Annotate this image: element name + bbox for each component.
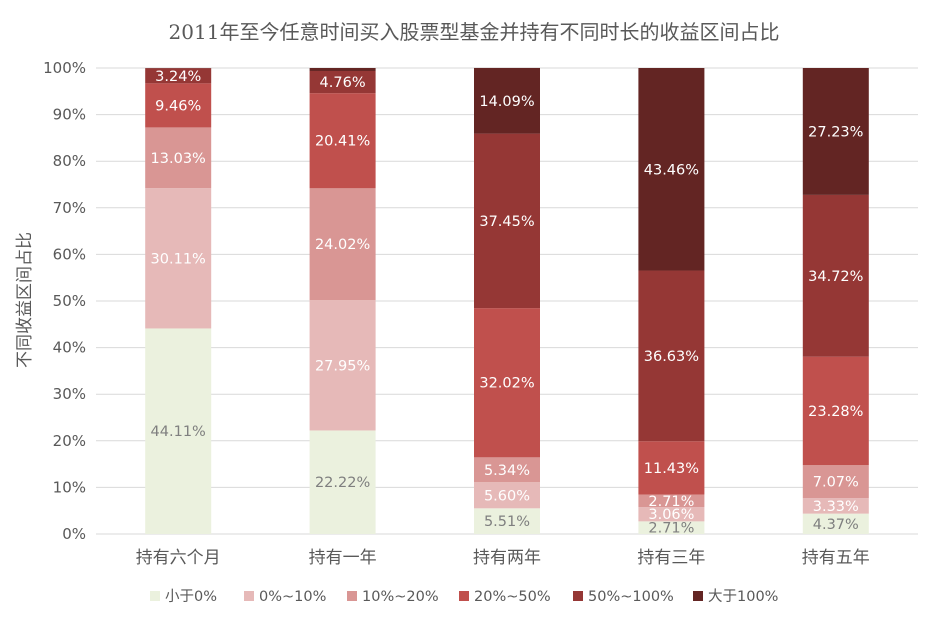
data-label: 34.72%: [808, 269, 863, 285]
data-label: 20.41%: [315, 134, 370, 150]
data-label: 5.60%: [484, 488, 530, 504]
y-axis-label: 不同收益区间占比: [15, 232, 35, 368]
data-label: 5.34%: [484, 463, 530, 479]
x-tick-label: 持有五年: [802, 548, 870, 568]
legend: 小于0% 0%~10% 10%~20% 20%~50% 50%~100% 大于100%: [150, 588, 778, 605]
y-tick-label: 10%: [53, 478, 86, 496]
legend-swatch: [244, 591, 254, 601]
legend-label: 50%~100%: [588, 589, 674, 605]
data-labels: 44.11% 30.11% 13.03% 9.46% 3.24% 22.22% 27.95%…: [151, 69, 864, 537]
bar-segment: [802, 356, 869, 466]
bar-segment: [474, 508, 540, 534]
legend-swatch: [693, 591, 703, 601]
bar-segment: [802, 513, 869, 534]
data-label: 2.71%: [648, 521, 694, 537]
data-label: 43.46%: [644, 162, 699, 178]
data-label: 27.23%: [808, 124, 863, 140]
bar-segment: [309, 68, 376, 71]
y-tick-label: 20%: [53, 432, 86, 450]
x-tick-label: 持有六个月: [136, 548, 221, 568]
y-tick-label: 30%: [53, 385, 86, 403]
bar-segment: [145, 68, 212, 84]
bar-segment: [802, 194, 869, 357]
data-label: 3.24%: [155, 69, 201, 85]
data-label: 3.06%: [648, 507, 694, 523]
legend-swatch: [150, 591, 160, 601]
bar-segment: [145, 127, 212, 189]
chart-title: 2011年至今任意时间买入股票型基金并持有不同时长的收益区间占比: [169, 20, 780, 44]
y-tick-label: 100%: [43, 59, 86, 77]
x-tick-label: 持有三年: [637, 548, 705, 568]
data-label: 32.02%: [479, 376, 534, 392]
data-label: 2.71%: [648, 494, 694, 510]
legend-label: 10%~20%: [362, 589, 439, 605]
legend-label: 20%~50%: [474, 589, 551, 605]
bar-segment: [309, 430, 376, 534]
bar-segment: [474, 457, 540, 483]
legend-swatch: [347, 591, 357, 601]
legend-label: 小于0%: [165, 588, 217, 605]
bars: [145, 67, 869, 534]
bar-segment: [474, 308, 540, 458]
data-label: 23.28%: [808, 404, 863, 420]
x-axis-ticks: 持有六个月 持有一年 持有两年 持有三年 持有五年: [136, 548, 870, 568]
bar-segment: [802, 68, 869, 195]
bar-segment: [638, 494, 705, 508]
bar-segment: [309, 188, 376, 301]
y-axis-ticks: 0% 10% 20% 30% 40% 50% 60% 70% 80% 90% 100%: [43, 59, 86, 543]
data-label: 13.03%: [151, 151, 206, 167]
y-tick-label: 50%: [53, 292, 86, 310]
y-tick-label: 90%: [53, 106, 86, 124]
data-label: 7.07%: [813, 475, 859, 491]
data-label: 24.02%: [315, 237, 370, 253]
data-label: 3.33%: [813, 499, 859, 515]
bar-segment: [309, 93, 376, 189]
bar-segment: [145, 83, 212, 128]
y-tick-label: 0%: [62, 525, 86, 543]
bar-segment: [638, 270, 705, 442]
bar-segment: [638, 521, 705, 534]
data-label: 11.43%: [644, 461, 699, 477]
legend-label: 大于100%: [708, 588, 778, 605]
data-label: 37.45%: [479, 214, 534, 230]
bar-segment: [309, 70, 376, 94]
bar-segment: [638, 441, 705, 495]
y-tick-label: 40%: [53, 339, 86, 357]
bar-segment: [474, 133, 540, 309]
bar-segment: [802, 465, 869, 499]
legend-swatch: [573, 591, 583, 601]
data-label: 4.76%: [320, 75, 366, 91]
data-label: 36.63%: [644, 349, 699, 365]
legend-swatch: [459, 591, 469, 601]
y-tick-label: 70%: [53, 199, 86, 217]
data-label: 22.22%: [315, 475, 370, 491]
y-tick-label: 80%: [53, 152, 86, 170]
data-label: 5.51%: [484, 514, 530, 530]
bar-segment: [638, 68, 705, 271]
bar-segment: [474, 67, 540, 134]
x-tick-label: 持有一年: [309, 548, 377, 568]
data-label: 27.95%: [315, 358, 370, 374]
bar-segment: [309, 300, 376, 431]
data-label: 14.09%: [479, 94, 534, 110]
data-label: 44.11%: [151, 424, 206, 440]
bar-segment: [802, 498, 869, 514]
legend-label: 0%~10%: [259, 589, 326, 605]
y-tick-label: 60%: [53, 245, 86, 263]
bar-segment: [638, 507, 705, 522]
bar-segment: [145, 328, 212, 534]
bar-segment: [474, 482, 540, 509]
x-tick-label: 持有两年: [473, 548, 541, 568]
data-label: 30.11%: [151, 251, 206, 267]
bar-segment: [145, 188, 212, 329]
data-label: 9.46%: [155, 98, 201, 114]
data-label: 4.37%: [813, 517, 859, 533]
